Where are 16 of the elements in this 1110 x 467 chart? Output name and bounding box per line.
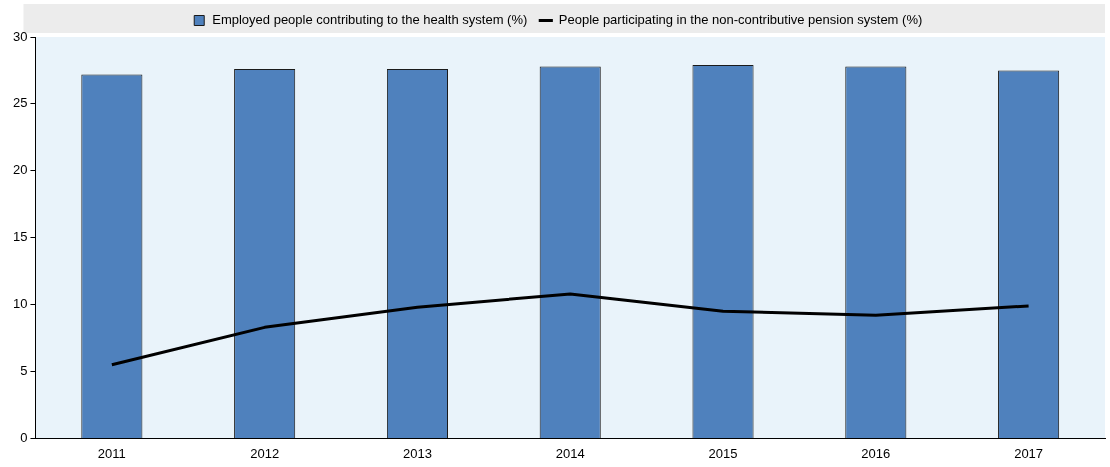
y-tick-label: 20 <box>12 162 28 178</box>
y-tick-label: 10 <box>12 296 28 312</box>
y-tick-label: 0 <box>20 429 28 445</box>
x-tick-label: 2017 <box>1014 445 1044 461</box>
legend-label: People participating in the non-contributive pension system (%) <box>558 12 923 28</box>
y-tick-label: 15 <box>12 229 28 245</box>
y-tick-label: 5 <box>20 363 28 379</box>
x-tick-label: 2016 <box>861 445 891 461</box>
legend-label: Employed people contributing to the health system (%) <box>212 12 528 28</box>
x-tick-label: 2015 <box>708 445 738 461</box>
y-tick-label: 30 <box>12 28 28 44</box>
x-tick-label: 2013 <box>402 445 432 461</box>
x-tick-label: 2011 <box>97 445 126 461</box>
x-tick-label: 2012 <box>250 445 280 461</box>
y-tick-label: 25 <box>12 95 28 111</box>
x-tick-label: 2014 <box>555 445 585 461</box>
